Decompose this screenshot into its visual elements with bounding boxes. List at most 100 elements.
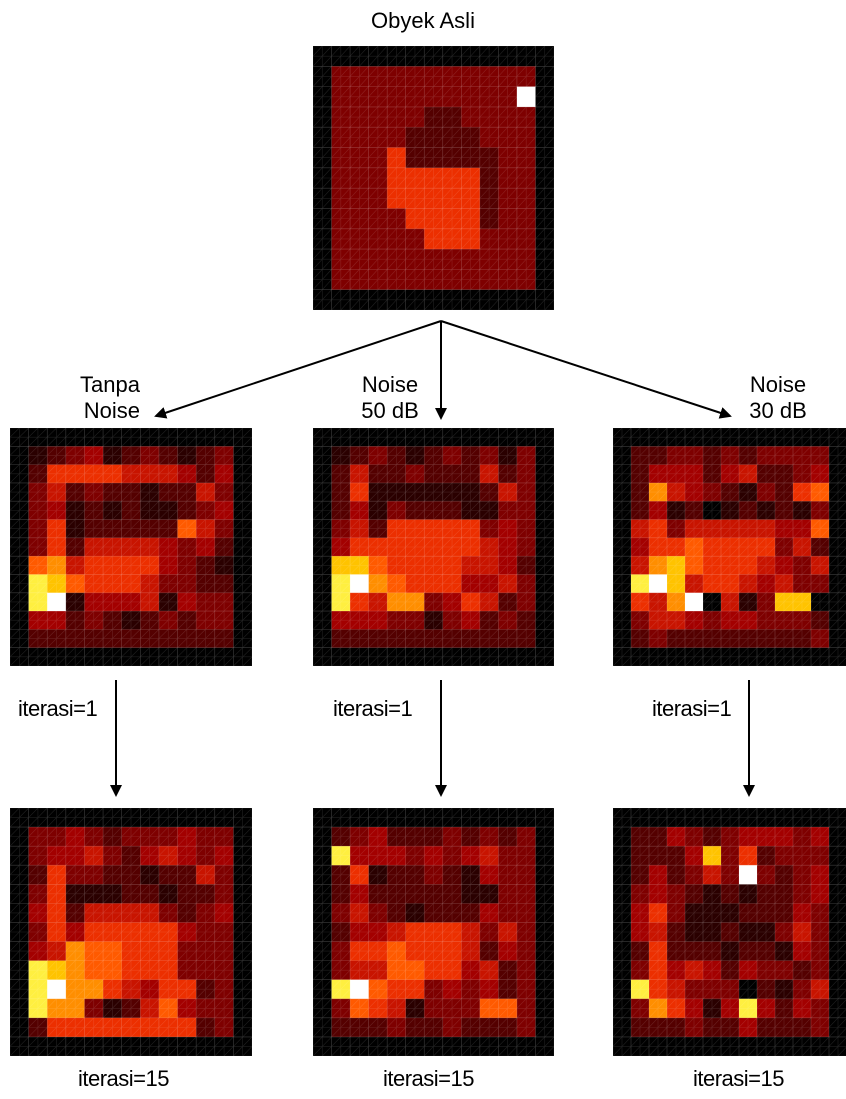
pixel-cell [535,66,554,88]
pixel-cell [65,556,86,576]
pixel-cell [667,629,686,649]
pixel-cell [405,1017,425,1038]
pixel-cell [313,464,333,484]
pixel-cell [387,66,407,88]
pixel-cell [535,537,554,557]
pixel-cell [442,1036,462,1056]
pixel-cell [649,482,668,502]
pixel-cell [214,846,234,866]
pixel-cell [775,884,794,904]
pixel-cell [47,629,67,649]
pixel-cell [214,903,234,924]
pixel-cell [667,998,686,1019]
pixel-cell [721,960,740,981]
pixel-cell [424,482,444,502]
pixel-cell [721,998,740,1019]
pixel-cell [631,556,650,576]
pixel-cell [368,208,388,230]
pixel-cell [498,941,518,962]
pixel-cell [368,629,388,649]
pixel-cell [331,188,351,210]
pixel-cell [479,289,499,310]
pixel-cell [757,556,776,576]
pixel-cell [233,827,252,847]
pixel-cell [516,147,537,169]
pixel-cell [757,611,776,630]
pixel-cell [757,629,776,649]
pixel-cell [685,556,704,576]
pixel-cell [28,464,48,484]
pixel-cell [140,1017,160,1038]
pixel-cell [387,647,407,666]
pixel-cell [775,501,794,521]
pixel-cell [613,827,632,847]
pixel-cell [158,865,179,885]
pixel-cell [793,941,812,962]
pixel-cell [535,269,554,291]
pixel-cell [10,446,30,466]
pixel-cell [479,188,499,210]
pixel-cell [10,922,30,943]
pixel-cell [461,1017,481,1038]
pixel-cell [535,846,554,866]
pixel-cell [140,611,160,630]
pixel-cell [65,1017,86,1038]
pixel-cell [721,865,740,885]
pixel-cell [461,884,481,904]
pixel-cell [28,446,48,466]
pixel-cell [121,941,141,962]
no-noise-iteration-1-image [10,428,252,666]
pixel-cell [47,428,67,447]
pixel-cell [793,611,812,630]
pixel-cell [811,922,830,943]
pixel-cell [685,1017,704,1038]
pixel-cell [350,167,370,189]
pixel-cell [613,941,632,962]
pixel-cell [424,167,444,189]
pixel-cell [10,501,30,521]
pixel-cell [84,1036,104,1056]
pixel-cell [721,846,740,866]
pixel-cell [47,556,67,576]
pixel-cell [387,464,407,484]
pixel-cell [140,960,160,981]
pixel-cell [516,66,537,88]
pixel-cell [177,941,197,962]
pixel-cell [47,808,67,828]
pixel-cell [649,446,668,466]
pixel-cell [28,647,48,666]
pixel-cell [103,537,123,557]
pixel-cell [793,647,812,666]
pixel-cell [103,827,123,847]
pixel-cell [28,1017,48,1038]
pixel-cell [649,998,668,1019]
pixel-cell [331,482,351,502]
pixel-cell [10,647,30,666]
pixel-cell [829,464,846,484]
pixel-cell [442,537,462,557]
pixel-cell [387,127,407,149]
pixel-cell [350,827,370,847]
pixel-cell [350,501,370,521]
pixel-cell [793,960,812,981]
pixel-cell [10,827,30,847]
pixel-cell [442,46,462,67]
pixel-cell [10,865,30,885]
pixel-cell [233,960,252,981]
pixel-cell [387,501,407,521]
pixel-cell [368,808,388,828]
pixel-cell [479,574,499,594]
pixel-cell [479,1036,499,1056]
pixel-cell [121,592,141,612]
pixel-cell [442,808,462,828]
pixel-cell [84,556,104,576]
pixel-cell [498,228,518,250]
pixel-cell [516,464,537,484]
pixel-cell [103,846,123,866]
pixel-cell [405,188,425,210]
pixel-cell [350,846,370,866]
pixel-cell [613,647,632,666]
pixel-cell [498,208,518,230]
pixel-cell [811,647,830,666]
pixel-cell [613,537,632,557]
